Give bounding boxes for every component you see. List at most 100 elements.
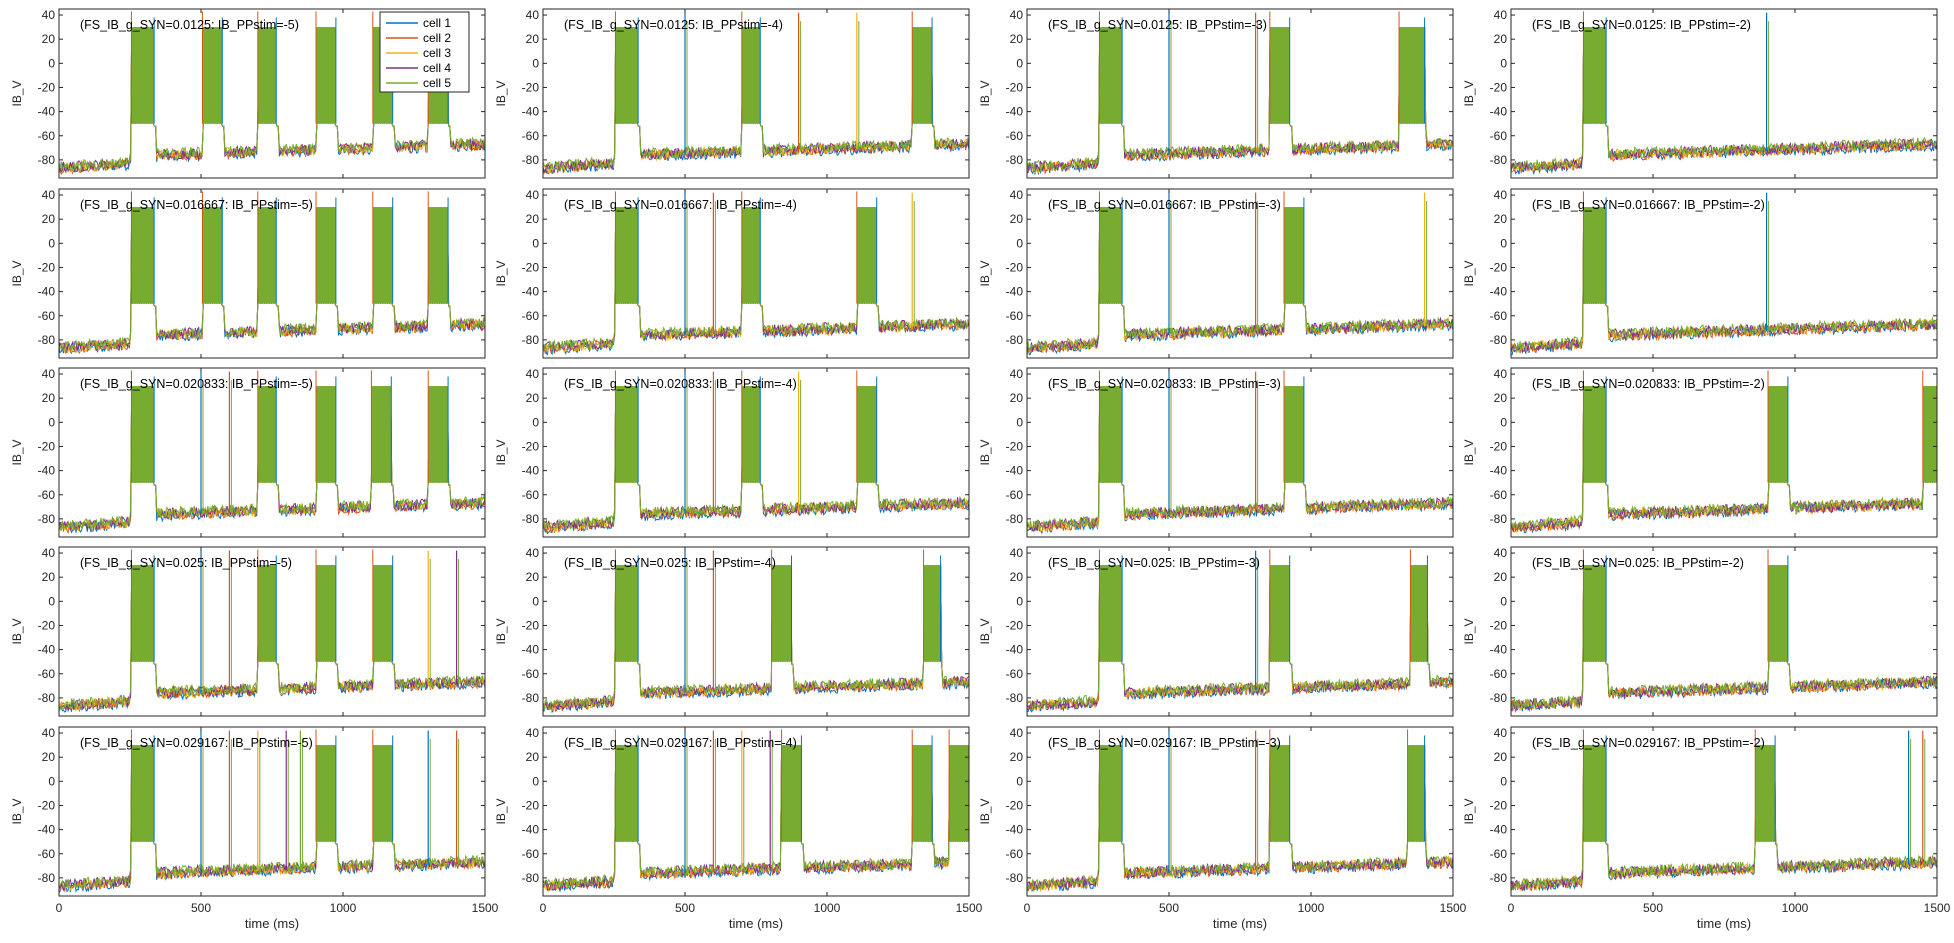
- burst-block: [1922, 386, 1937, 483]
- burst-block: [1755, 745, 1776, 842]
- x-tick-label: 500: [1159, 901, 1179, 915]
- y-tick-label: 20: [42, 32, 56, 46]
- x-axis-label: time (ms): [1697, 916, 1751, 931]
- y-tick-label: -80: [1006, 871, 1024, 885]
- y-tick-label: -20: [522, 618, 540, 632]
- burst-block: [912, 745, 933, 842]
- burst-block: [1099, 745, 1123, 842]
- burst-block: [781, 745, 802, 842]
- y-tick-label: -40: [1490, 823, 1508, 837]
- panel: -80 -60 -40 -20 0 20 40 IB_V (FS_IB_g_SYN=0.0166…: [494, 188, 970, 359]
- y-tick-label: -60: [1006, 129, 1024, 143]
- y-axis-label: IB_V: [978, 439, 992, 465]
- y-tick-label: -40: [1490, 464, 1508, 478]
- plot-area: [543, 370, 969, 535]
- x-tick-label: 500: [675, 901, 695, 915]
- y-tick-label: -60: [38, 488, 56, 502]
- panel-title: (FS_IB_g_SYN=0.029167: IB_PPstim=-4): [564, 736, 797, 750]
- panel: -80 -60 -40 -20 0 20 40 IB_V (FS_IB_g_SYN=0.0166…: [1462, 188, 1938, 359]
- y-axis-label: IB_V: [10, 439, 24, 465]
- burst-block: [372, 745, 393, 842]
- y-tick-label: 40: [42, 546, 56, 560]
- y-tick-label: -20: [38, 80, 56, 94]
- y-tick-label: -80: [522, 691, 540, 705]
- burst-block: [428, 386, 449, 483]
- y-tick-label: -80: [1006, 691, 1024, 705]
- y-tick-label: 0: [1500, 594, 1507, 608]
- panel-title: (FS_IB_g_SYN=0.025: IB_PPstim=-3): [1048, 556, 1260, 570]
- y-tick-label: -80: [38, 871, 56, 885]
- plot-area: [1511, 370, 1937, 534]
- y-tick-label: 20: [1494, 750, 1508, 764]
- y-tick-label: -60: [38, 129, 56, 143]
- y-tick-label: -80: [38, 153, 56, 167]
- cell-3-trace: [1027, 745, 1453, 893]
- x-axis-label: time (ms): [245, 916, 299, 931]
- y-axis-label: IB_V: [10, 80, 24, 106]
- y-tick-label: -20: [522, 80, 540, 94]
- y-tick-label: 0: [48, 774, 55, 788]
- y-tick-label: 40: [526, 546, 540, 560]
- y-tick-label: -60: [1490, 129, 1508, 143]
- y-tick-label: 0: [1016, 415, 1023, 429]
- y-tick-label: -20: [522, 798, 540, 812]
- y-tick-label: -60: [38, 847, 56, 861]
- y-tick-label: 40: [1494, 8, 1508, 22]
- panel: -80 -60 -40 -20 0 20 40 IB_V (FS_IB_g_SYN=0.025:…: [494, 546, 970, 717]
- panel: -80 -60 -40 -20 0 20 40 IB_V (FS_IB_g_SYN=0.0208…: [494, 367, 970, 538]
- y-tick-label: -80: [1006, 512, 1024, 526]
- burst-block: [1099, 565, 1123, 662]
- x-tick-label: 0: [540, 901, 547, 915]
- y-tick-label: -40: [1006, 285, 1024, 299]
- burst-block: [1583, 207, 1607, 304]
- x-tick-label: 500: [191, 901, 211, 915]
- y-tick-label: 0: [1016, 774, 1023, 788]
- y-tick-label: -20: [1490, 618, 1508, 632]
- y-tick-label: -20: [1006, 618, 1024, 632]
- y-tick-label: -20: [1006, 439, 1024, 453]
- y-tick-label: -60: [1006, 847, 1024, 861]
- y-tick-label: -60: [1006, 309, 1024, 323]
- y-tick-label: 0: [1500, 774, 1507, 788]
- cell-4-trace: [1511, 386, 1937, 533]
- y-axis-label: IB_V: [494, 80, 508, 106]
- axes-frame: [1026, 8, 1454, 179]
- y-tick-label: 0: [48, 415, 55, 429]
- y-tick-label: 0: [1500, 236, 1507, 250]
- cell-5-trace: [1027, 386, 1453, 531]
- y-axis-label: IB_V: [978, 798, 992, 824]
- panel-title: (FS_IB_g_SYN=0.016667: IB_PPstim=-2): [1532, 198, 1765, 212]
- x-tick-label: 0: [56, 901, 63, 915]
- burst-block: [1583, 745, 1607, 842]
- burst-block: [741, 207, 761, 304]
- plot-area: [543, 549, 969, 714]
- y-tick-label: -40: [1006, 643, 1024, 657]
- plot-area: [1027, 549, 1453, 713]
- legend-box: [379, 11, 470, 93]
- y-tick-label: 0: [1500, 56, 1507, 70]
- y-tick-label: -60: [522, 667, 540, 681]
- y-tick-label: 40: [1010, 726, 1024, 740]
- y-tick-label: 40: [1010, 367, 1024, 381]
- y-tick-label: -40: [1490, 643, 1508, 657]
- burst-block: [615, 745, 639, 842]
- y-tick-label: 20: [526, 212, 540, 226]
- cell-4-trace: [543, 565, 969, 711]
- burst-block: [131, 565, 155, 662]
- x-tick-label: 0: [1508, 901, 1515, 915]
- y-tick-label: -40: [38, 823, 56, 837]
- y-tick-label: 0: [532, 236, 539, 250]
- y-tick-label: -60: [522, 847, 540, 861]
- y-tick-label: 40: [42, 367, 56, 381]
- burst-block: [428, 207, 449, 304]
- cell-5-trace: [1027, 745, 1453, 890]
- axes-frame: [1510, 726, 1938, 897]
- y-tick-label: 40: [42, 8, 56, 22]
- burst-block: [1399, 27, 1425, 124]
- y-tick-label: 20: [1010, 391, 1024, 405]
- y-tick-label: -20: [38, 439, 56, 453]
- cell-5-trace: [543, 745, 969, 890]
- y-tick-label: 0: [48, 236, 55, 250]
